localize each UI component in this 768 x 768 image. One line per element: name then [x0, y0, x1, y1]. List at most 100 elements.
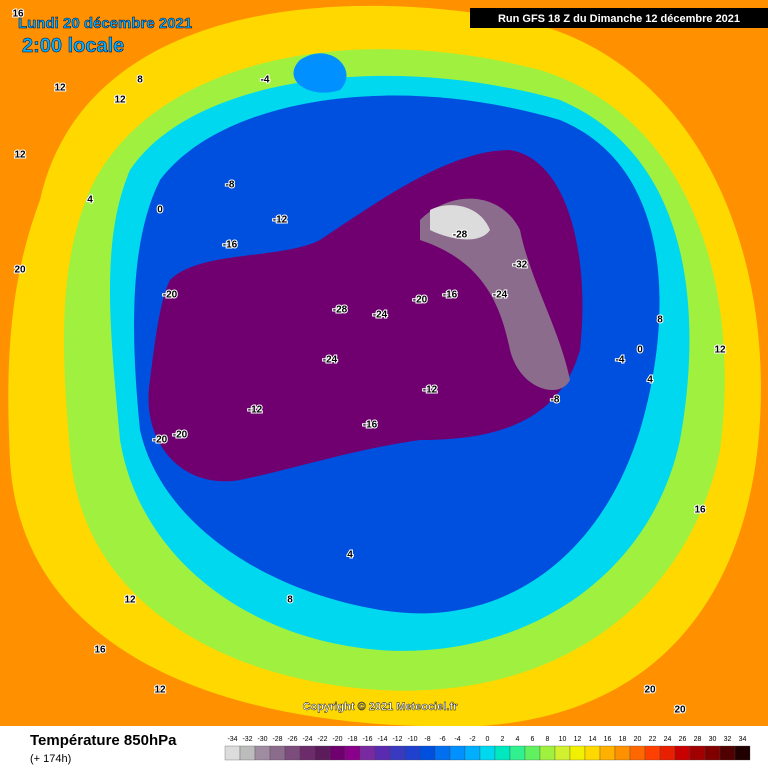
legend-label: 30: [709, 736, 717, 743]
legend-label: -34: [227, 736, 237, 743]
legend-label: 10: [559, 736, 567, 743]
isotherm-label: 4: [347, 550, 353, 561]
isotherm-label: -4: [261, 75, 270, 86]
isotherm-label: 12: [714, 345, 726, 356]
legend-swatch: [674, 745, 691, 761]
isotherm-label: -12: [273, 215, 288, 226]
isotherm-label: -4: [616, 355, 625, 366]
isotherm-label: 4: [87, 195, 93, 206]
legend-swatch: [719, 745, 736, 761]
legend-swatch: [254, 745, 271, 761]
legend-swatch: [599, 745, 616, 761]
isotherm-label: -24: [373, 310, 388, 321]
legend-label: -8: [424, 736, 430, 743]
legend-label: 26: [679, 736, 687, 743]
legend-swatch: [569, 745, 586, 761]
isotherm-label: 20: [674, 705, 686, 716]
isotherm-label: 0: [157, 205, 163, 216]
legend-swatch: [314, 745, 331, 761]
isotherm-label: 16: [94, 645, 106, 656]
legend-label: 0: [486, 736, 490, 743]
footer-lead: (+ 174h): [30, 753, 71, 765]
legend-swatch: [524, 745, 541, 761]
zone-extreme: [420, 198, 570, 390]
isotherm-label: -24: [493, 290, 508, 301]
legend-label: -20: [332, 736, 342, 743]
legend-label: -22: [317, 736, 327, 743]
legend-swatch: [389, 745, 406, 761]
isotherm-label: 16: [12, 9, 24, 20]
legend-swatch: [464, 745, 481, 761]
legend-swatch: [419, 745, 436, 761]
isotherm-label: 8: [137, 75, 143, 86]
legend-label: 2: [501, 736, 505, 743]
legend-swatch: [284, 745, 301, 761]
isotherm-label: -24: [323, 355, 338, 366]
isotherm-label: -32: [513, 260, 528, 271]
legend-swatch: [644, 745, 661, 761]
legend-swatch: [449, 745, 466, 761]
legend-label: 16: [604, 736, 612, 743]
legend-swatch: [539, 745, 556, 761]
legend-swatch: [584, 745, 601, 761]
isotherm-label: 12: [54, 83, 66, 94]
isotherm-label: 12: [154, 685, 166, 696]
legend-label: 14: [589, 736, 597, 743]
isotherm-label: -16: [443, 290, 458, 301]
isotherm-label: 0: [637, 345, 643, 356]
legend-label: 22: [649, 736, 657, 743]
legend-swatch: [344, 745, 361, 761]
isotherm-label: -20: [173, 430, 188, 441]
legend-swatch: [704, 745, 721, 761]
isotherm-label: 4: [647, 375, 653, 386]
legend-label: 12: [574, 736, 582, 743]
legend-label: 18: [619, 736, 627, 743]
legend-swatch: [494, 745, 511, 761]
legend-swatch: [224, 745, 241, 761]
footer-title: Température 850hPa: [30, 732, 177, 749]
legend-swatch: [734, 745, 751, 761]
legend-swatch: [329, 745, 346, 761]
legend-swatch: [404, 745, 421, 761]
isotherm-label: -16: [223, 240, 238, 251]
legend-label: -4: [454, 736, 460, 743]
legend-label: -32: [242, 736, 252, 743]
isotherm-label: -20: [153, 435, 168, 446]
isotherm-label: 12: [114, 95, 126, 106]
legend-label: -14: [377, 736, 387, 743]
map-labels: 16 12 12 12 8 4 0 -4 -8 -12 -16 -20 -24 -28 -32 -28 -24 -…: [11, 8, 727, 717]
isotherm-label: -28: [453, 230, 468, 241]
legend-label: 4: [516, 736, 520, 743]
isotherm-label: -8: [551, 395, 560, 406]
legend-label: -2: [469, 736, 475, 743]
isotherm-label: 20: [14, 265, 26, 276]
legend-label: 28: [694, 736, 702, 743]
legend-label: -26: [287, 736, 297, 743]
legend: -34 -32 -30 -28 -26 -24 -22 -20 -18 -16 -14 -12 -10-…: [224, 736, 751, 761]
legend-label: -24: [302, 736, 312, 743]
legend-swatch: [269, 745, 286, 761]
legend-swatch: [629, 745, 646, 761]
legend-label: -18: [347, 736, 357, 743]
legend-label: -10: [407, 736, 417, 743]
legend-label: -30: [257, 736, 267, 743]
isotherm-label: 12: [14, 150, 26, 161]
legend-swatch: [689, 745, 706, 761]
legend-label: -12: [392, 736, 402, 743]
isotherm-label: -12: [423, 385, 438, 396]
legend-label: -28: [272, 736, 282, 743]
legend-swatch: [434, 745, 451, 761]
copyright: Copyright © 2021 Meteociel.fr: [303, 701, 459, 713]
isotherm-label: 20: [644, 685, 656, 696]
isotherm-label: -8: [226, 180, 235, 191]
isotherm-label: 8: [287, 595, 293, 606]
legend-swatch: [374, 745, 391, 761]
isotherm-label: 16: [694, 505, 706, 516]
zone-core: [430, 205, 490, 240]
legend-swatch: [479, 745, 496, 761]
isotherm-label: -16: [363, 420, 378, 431]
isotherm-label: 8: [657, 315, 663, 326]
legend-label: 32: [724, 736, 732, 743]
legend-swatch: [659, 745, 676, 761]
